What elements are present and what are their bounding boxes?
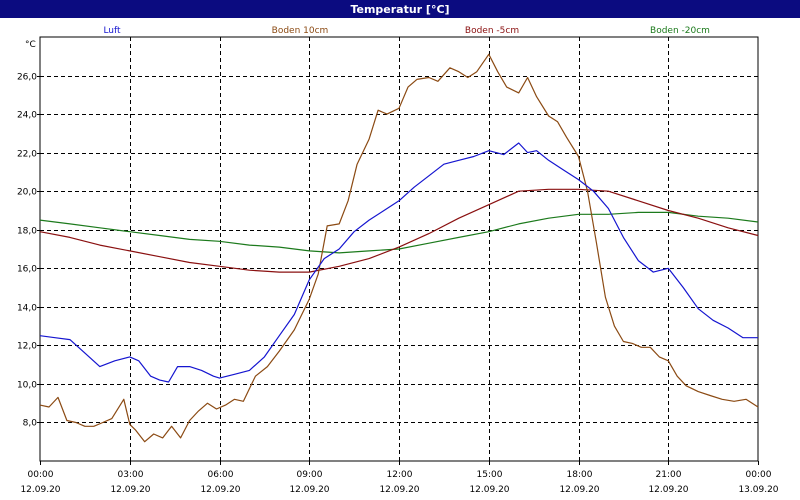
x-tick-time-label: 12:00 — [387, 470, 413, 480]
x-tick-time-label: 09:00 — [297, 470, 323, 480]
y-tick-label: 10,0 — [17, 381, 37, 391]
x-tick-time-label: 18:00 — [567, 470, 593, 480]
y-tick-label: 14,0 — [17, 304, 37, 314]
chart-title: Temperatur [°C] — [0, 0, 800, 18]
legend-entry: Boden -20cm — [650, 26, 710, 36]
x-tick-date-label: 12.09.20 — [200, 485, 240, 495]
x-tick-time-label: 03:00 — [118, 470, 144, 480]
x-tick-time-label: 00:00 — [746, 470, 772, 480]
x-tick-date-label: 12.09.20 — [110, 485, 150, 495]
x-tick-date-label: 12.09.20 — [648, 485, 688, 495]
legend-entry: Luft — [103, 26, 121, 36]
series-line-3 — [39, 211, 759, 254]
y-tick-label: 12,0 — [17, 342, 37, 352]
y-tick-label: 16,0 — [17, 265, 37, 275]
x-tick-date-label: 12.09.20 — [559, 485, 599, 495]
x-tick-date-label: 12.09.20 — [379, 485, 419, 495]
x-tick-time-label: 15:00 — [477, 470, 503, 480]
y-tick-label: 18,0 — [17, 227, 37, 237]
x-tick-date-label: 13.09.20 — [738, 485, 778, 495]
series-layer — [39, 53, 759, 443]
y-tick-label: 20,0 — [17, 188, 37, 198]
x-tick-time-label: 21:00 — [656, 470, 682, 480]
series-line-2 — [39, 188, 759, 273]
y-tick-label: 24,0 — [17, 111, 37, 121]
series-line-1 — [39, 53, 759, 443]
y-tick-label: 22,0 — [17, 150, 37, 160]
series-line-0 — [39, 142, 758, 383]
legend-entry: Boden 10cm — [272, 26, 329, 36]
x-tick-time-label: 06:00 — [208, 470, 234, 480]
x-tick-date-label: 12.09.20 — [20, 485, 60, 495]
y-tick-label: 26,0 — [17, 73, 37, 83]
x-tick-time-label: 00:00 — [28, 470, 54, 480]
y-tick-label: 8,0 — [23, 419, 38, 429]
x-tick-date-label: 12.09.20 — [289, 485, 329, 495]
legend-entry: Boden -5cm — [465, 26, 519, 36]
legend-layer: Luft Boden 10cm Boden -5cm Boden -20cm — [103, 26, 710, 36]
x-tick-date-label: 12.09.20 — [469, 485, 509, 495]
y-axis-label: °C — [25, 40, 36, 50]
axis-layer: 8,0 10,0 12,0 14,0 16,0 18,0 20,0 22,0 24,0 26,0 °… — [17, 36, 779, 495]
